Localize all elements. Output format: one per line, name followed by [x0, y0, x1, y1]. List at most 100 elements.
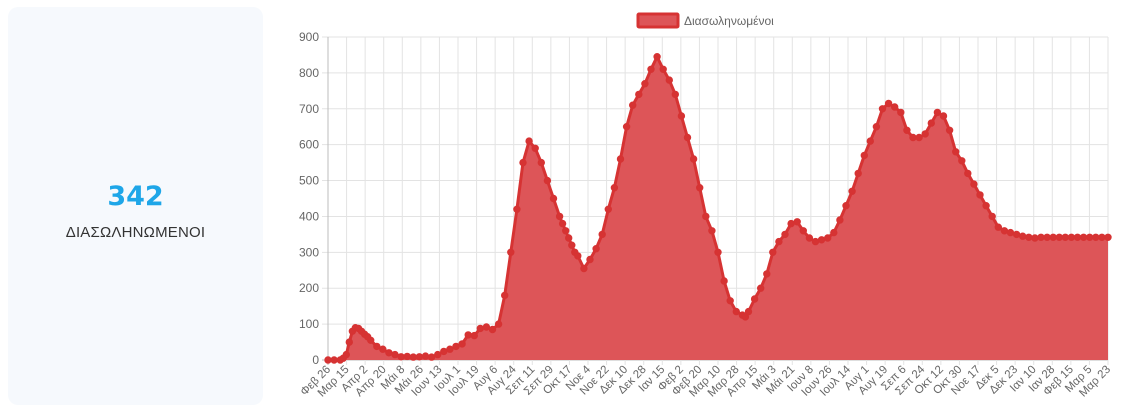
y-tick-label: 0 — [312, 353, 319, 367]
data-point — [342, 350, 351, 359]
data-point — [927, 119, 935, 127]
data-point — [1019, 232, 1027, 240]
data-point — [482, 323, 491, 331]
data-point — [488, 325, 497, 334]
data-point — [1098, 233, 1106, 242]
data-point — [379, 345, 387, 353]
data-point — [586, 255, 594, 264]
data-point — [836, 216, 844, 224]
legend[interactable]: Διασωληνωμένοι — [636, 12, 774, 29]
data-point — [464, 331, 472, 339]
stat-card: 342 ΔΙΑΣΩΛΗΝΩΜΕΝΟΙ — [8, 7, 263, 405]
y-tick-label: 500 — [299, 174, 319, 188]
data-point — [884, 99, 893, 108]
data-point — [824, 234, 832, 242]
data-point — [830, 228, 838, 237]
data-point — [866, 137, 874, 145]
data-point — [324, 356, 332, 364]
data-point — [519, 158, 527, 167]
y-tick-label: 900 — [299, 30, 319, 44]
data-point — [1104, 233, 1112, 242]
data-point — [622, 123, 631, 131]
data-point — [683, 133, 692, 142]
data-point — [1006, 228, 1015, 237]
series-area — [328, 56, 1108, 360]
data-point — [330, 356, 338, 364]
data-point — [915, 133, 923, 142]
data-point — [616, 155, 625, 163]
data-point — [714, 248, 722, 257]
stat-label: ΔΙΑΣΩΛΗΝΩΜΕΝΟΙ — [65, 224, 206, 241]
data-point — [933, 108, 942, 117]
data-point — [531, 144, 539, 153]
data-point — [1061, 233, 1069, 242]
data-point — [921, 130, 929, 138]
data-point — [665, 76, 673, 84]
y-axis: 0 100 200 300 400 500 600 700 800 900 — [299, 30, 319, 367]
data-point — [1037, 233, 1045, 242]
data-point — [903, 126, 911, 135]
data-point — [345, 338, 354, 346]
data-point — [476, 324, 485, 333]
y-tick-label: 600 — [299, 138, 319, 152]
data-point — [811, 237, 820, 246]
data-point — [1049, 233, 1057, 242]
data-point — [580, 264, 588, 273]
data-point — [842, 202, 850, 210]
data-point — [854, 169, 862, 178]
data-point — [872, 123, 881, 131]
y-tick-label: 700 — [299, 102, 319, 116]
y-tick-label: 200 — [299, 281, 319, 295]
data-point — [507, 248, 515, 257]
data-point — [1025, 233, 1033, 242]
data-point — [397, 353, 405, 361]
data-point — [805, 234, 814, 242]
data-point — [708, 227, 716, 235]
data-point — [702, 212, 710, 221]
y-tick-label: 300 — [299, 245, 319, 259]
data-point — [513, 205, 521, 214]
data-point — [598, 230, 606, 239]
data-point — [367, 336, 375, 344]
data-point — [427, 353, 436, 361]
data-point — [635, 90, 643, 99]
data-point — [799, 227, 807, 235]
data-point — [659, 65, 667, 74]
data-point — [565, 234, 573, 242]
plot-area — [324, 53, 1112, 364]
data-point — [939, 112, 948, 120]
data-point — [945, 126, 954, 135]
data-point — [385, 349, 393, 357]
data-point — [750, 295, 759, 303]
data-point — [1043, 233, 1051, 242]
data-point — [494, 320, 503, 328]
data-point — [757, 284, 765, 292]
data-point — [741, 313, 750, 321]
y-tick-label: 100 — [299, 317, 319, 331]
data-point — [1031, 234, 1039, 242]
data-point — [988, 212, 996, 221]
data-point — [1079, 233, 1088, 242]
data-point — [732, 307, 740, 316]
data-point — [671, 90, 679, 99]
data-point — [647, 65, 655, 74]
stat-value: 342 — [107, 181, 164, 212]
data-point — [781, 230, 789, 239]
data-point — [1067, 233, 1076, 242]
data-point — [434, 350, 442, 359]
data-point — [994, 223, 1002, 231]
data-point — [446, 345, 454, 353]
data-point — [1012, 230, 1021, 239]
data-point — [897, 108, 905, 117]
data-point — [452, 342, 460, 351]
data-point — [574, 252, 582, 260]
data-point — [1086, 233, 1094, 242]
data-point — [677, 112, 686, 120]
data-point — [558, 219, 567, 228]
data-point — [604, 205, 612, 214]
legend-label: Διασωληνωμένοι — [684, 14, 774, 28]
data-point — [689, 155, 698, 163]
data-point — [793, 218, 801, 226]
data-point — [415, 353, 424, 361]
data-point — [555, 212, 564, 221]
